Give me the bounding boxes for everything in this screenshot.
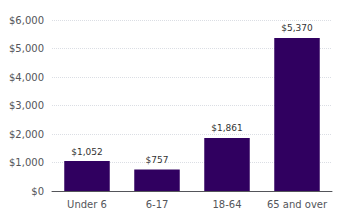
svg-text:$5,000: $5,000 xyxy=(9,43,44,54)
svg-text:$1,861: $1,861 xyxy=(211,123,243,133)
svg-text:18-64: 18-64 xyxy=(212,199,241,210)
svg-text:65 and over: 65 and over xyxy=(267,199,328,210)
svg-text:$0: $0 xyxy=(31,186,44,197)
svg-text:6-17: 6-17 xyxy=(146,199,169,210)
svg-text:$4,000: $4,000 xyxy=(9,72,44,83)
svg-text:$757: $757 xyxy=(146,155,169,165)
svg-text:$2,000: $2,000 xyxy=(9,129,44,140)
svg-text:$5,370: $5,370 xyxy=(281,23,313,33)
svg-text:$1,052: $1,052 xyxy=(71,147,103,157)
svg-text:$6,000: $6,000 xyxy=(9,15,44,26)
svg-text:$3,000: $3,000 xyxy=(9,100,44,111)
svg-text:Under 6: Under 6 xyxy=(67,199,107,210)
svg-text:$1,000: $1,000 xyxy=(9,157,44,168)
